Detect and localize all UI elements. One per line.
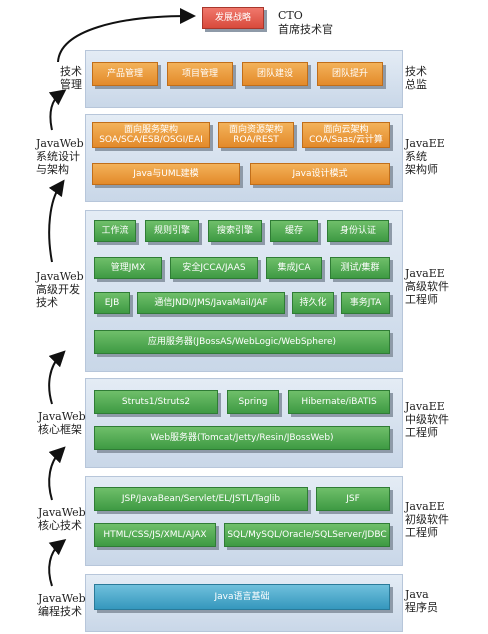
junior-box-html: HTML/CSS/JS/XML/AJAX <box>94 523 216 547</box>
middle-box-label: Hibernate/iBATIS <box>301 396 377 407</box>
arch-box-sub: ROA/REST <box>233 135 279 145</box>
senior-box-label: 测试/集群 <box>340 262 380 273</box>
mgmt-box-project: 项目管理 <box>167 62 233 86</box>
middle-box-webserver: Web服务器(Tomcat/Jetty/Resin/JBossWeb) <box>94 426 390 450</box>
arrow-to-senior <box>48 350 66 405</box>
senior-box-label: 集成JCA <box>277 262 311 273</box>
arrow-to-junior <box>48 538 67 587</box>
senior-box-workflow: 工作流 <box>94 220 136 242</box>
mgmt-box-label: 团队提升 <box>331 68 368 79</box>
senior-box-label: 安全JCCA/JAAS <box>182 262 246 273</box>
junior-box-label: SQL/MySQL/Oracle/SQLServer/JDBC <box>227 529 387 540</box>
senior-left-label: JavaWeb 高级开发 技术 <box>36 270 84 309</box>
mgmt-box-label: 团队建设 <box>256 68 293 79</box>
senior-box-label: 应用服务器(JBossAS/WebLogic/WebSphere) <box>147 336 337 347</box>
senior-box-search: 搜索引擎 <box>208 220 262 242</box>
mgmt-box-team-improve: 团队提升 <box>317 62 383 86</box>
junior-box-jsf: JSF <box>316 487 390 511</box>
arrow-to-middle <box>48 446 66 501</box>
senior-box-label: EJB <box>104 297 120 308</box>
senior-box-label: 规则引擎 <box>153 225 190 236</box>
senior-box-jta: 事务JTA <box>341 292 390 314</box>
middle-box-hibernate: Hibernate/iBATIS <box>288 390 390 414</box>
senior-box-label: 事务JTA <box>349 297 382 308</box>
senior-box-label: 工作流 <box>101 225 129 236</box>
arch-box-label: Java设计模式 <box>292 168 348 179</box>
cto-title: 首席技术官 <box>278 23 333 36</box>
arch-right-label: JavaEE 系统 架构师 <box>405 137 445 176</box>
mgmt-right-label: 技术 总监 <box>405 65 427 91</box>
senior-box-security: 安全JCCA/JAAS <box>170 257 258 279</box>
junior-box-sql: SQL/MySQL/Oracle/SQLServer/JDBC <box>224 523 390 547</box>
arch-box-title: 面向云架构 <box>323 124 369 135</box>
senior-box-rules: 规则引擎 <box>145 220 199 242</box>
senior-box-persistence: 持久化 <box>292 292 334 314</box>
arch-box-title: 面向服务架构 <box>123 124 178 135</box>
senior-box-jca: 集成JCA <box>266 257 322 279</box>
middle-box-label: Web服务器(Tomcat/Jetty/Resin/JBossWeb) <box>150 432 334 443</box>
junior-box-label: HTML/CSS/JS/XML/AJAX <box>103 529 207 540</box>
junior-box-label: JSF <box>346 493 360 504</box>
arrow-to-cto <box>57 8 196 63</box>
senior-box-appserver: 应用服务器(JBossAS/WebLogic/WebSphere) <box>94 330 390 354</box>
mgmt-box-team-build: 团队建设 <box>242 62 308 86</box>
senior-box-ejb: EJB <box>94 292 130 314</box>
base-box-java: Java语言基础 <box>94 584 390 610</box>
arch-left-label: JavaWeb 系统设计 与架构 <box>36 137 84 176</box>
arrow-to-mgmt <box>48 89 67 131</box>
senior-box-label: 管理JMX <box>110 262 146 273</box>
senior-box-comm: 通信JNDI/JMS/JavaMail/JAF <box>137 292 285 314</box>
mgmt-box-label: 项目管理 <box>181 68 218 79</box>
senior-box-cache: 缓存 <box>270 220 318 242</box>
arch-box-sub: COA/Saas/云计算 <box>309 135 383 145</box>
arch-box-label: Java与UML建模 <box>133 168 199 179</box>
junior-box-label: JSP/JavaBean/Servlet/EL/JSTL/Taglib <box>121 493 281 504</box>
arch-box-uml: Java与UML建模 <box>92 163 240 185</box>
middle-box-spring: Spring <box>227 390 279 414</box>
senior-box-label: 通信JNDI/JMS/JavaMail/JAF <box>154 297 268 308</box>
mgmt-box-product: 产品管理 <box>92 62 158 86</box>
senior-box-test: 测试/集群 <box>330 257 390 279</box>
middle-right-label: JavaEE 中级软件 工程师 <box>405 400 449 439</box>
senior-box-label: 身份认证 <box>339 225 376 236</box>
cto-label: CTO <box>278 9 303 22</box>
arrow-to-arch <box>48 179 65 263</box>
arch-box-sub: SOA/SCA/ESB/OSGI/EAI <box>99 135 203 145</box>
arch-box-title: 面向资源架构 <box>228 124 283 135</box>
mgmt-box-label: 产品管理 <box>106 68 143 79</box>
senior-box-auth: 身份认证 <box>327 220 389 242</box>
strategy-box: 发展战略 <box>202 7 264 29</box>
arch-box-roa: 面向资源架构 ROA/REST <box>218 122 294 148</box>
senior-box-jmx: 管理JMX <box>94 257 162 279</box>
middle-box-label: Spring <box>238 396 268 407</box>
arch-box-soa: 面向服务架构 SOA/SCA/ESB/OSGI/EAI <box>92 122 210 148</box>
junior-box-jsp: JSP/JavaBean/Servlet/EL/JSTL/Taglib <box>94 487 308 511</box>
strategy-label: 发展战略 <box>214 12 251 23</box>
senior-box-label: 持久化 <box>299 297 327 308</box>
base-left-label: JavaWeb 编程技术 <box>38 592 86 618</box>
base-box-label: Java语言基础 <box>214 591 270 602</box>
arch-box-patterns: Java设计模式 <box>250 163 390 185</box>
middle-left-label: JavaWeb 核心框架 <box>38 410 86 436</box>
base-right-label: Java 程序员 <box>405 588 438 614</box>
junior-left-label: JavaWeb 核心技术 <box>38 506 86 532</box>
arch-box-coa: 面向云架构 COA/Saas/云计算 <box>302 122 390 148</box>
middle-box-struts: Struts1/Struts2 <box>94 390 218 414</box>
senior-right-label: JavaEE 高级软件 工程师 <box>405 267 449 306</box>
mgmt-left-label: 技术 管理 <box>60 65 82 91</box>
junior-right-label: JavaEE 初级软件 工程师 <box>405 500 449 539</box>
senior-box-label: 搜索引擎 <box>216 225 253 236</box>
senior-box-label: 缓存 <box>284 225 303 236</box>
middle-box-label: Struts1/Struts2 <box>121 396 191 407</box>
